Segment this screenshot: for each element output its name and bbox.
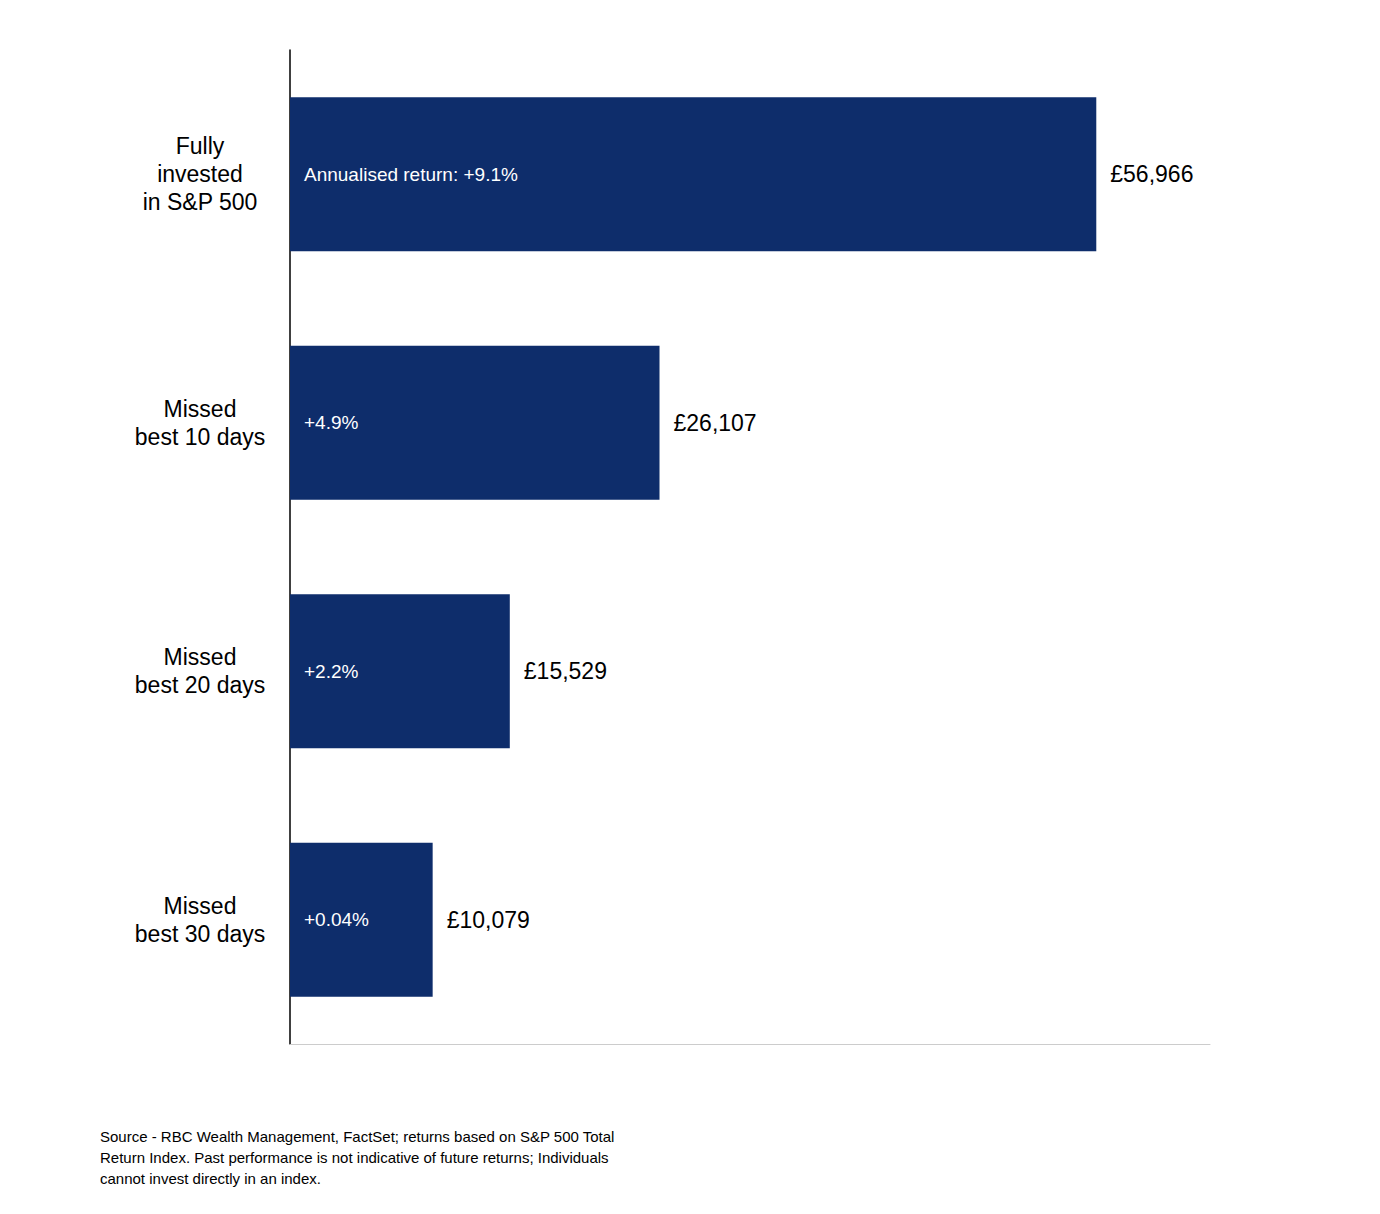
svg-text:best 20 days: best 20 days [135,672,265,698]
svg-text:Annualised return: +9.1%: Annualised return: +9.1% [304,164,518,185]
svg-text:cannot invest directly in an i: cannot invest directly in an index. [100,1170,321,1187]
svg-text:best 10 days: best 10 days [135,424,265,450]
svg-text:Source - RBC Wealth Management: Source - RBC Wealth Management, FactSet;… [100,1128,614,1145]
svg-text:in S&P 500: in S&P 500 [143,189,258,215]
svg-text:£56,966: £56,966 [1110,161,1193,187]
svg-text:invested: invested [157,161,243,187]
svg-text:Missed: Missed [164,893,237,919]
svg-text:£10,079: £10,079 [447,907,530,933]
svg-text:Return Index. Past performance: Return Index. Past performance is not in… [100,1149,609,1166]
svg-text:+4.9%: +4.9% [304,412,359,433]
svg-text:Missed: Missed [164,396,237,422]
svg-text:£15,529: £15,529 [524,658,607,684]
svg-text:+0.04%: +0.04% [304,909,369,930]
svg-text:Missed: Missed [164,644,237,670]
svg-text:+2.2%: +2.2% [304,661,359,682]
svg-text:£26,107: £26,107 [674,410,757,436]
svg-text:Fully: Fully [176,133,225,159]
svg-text:best 30 days: best 30 days [135,921,265,947]
